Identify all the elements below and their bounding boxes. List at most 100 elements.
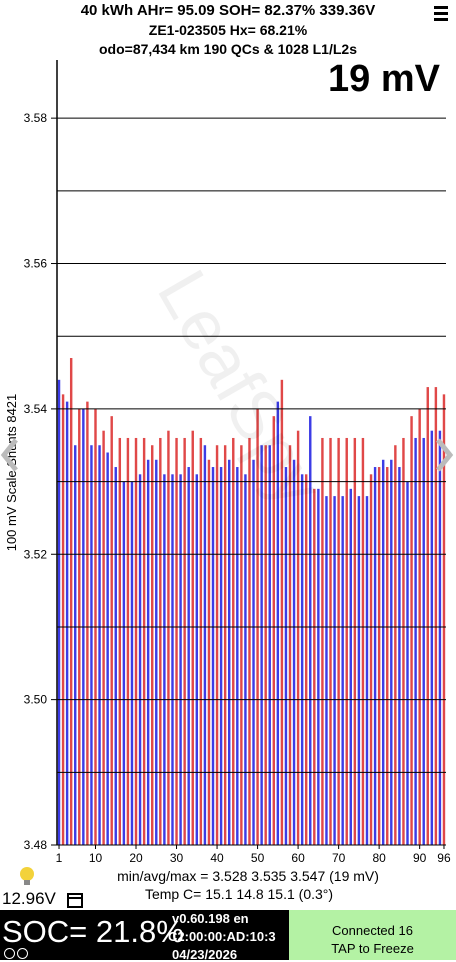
freeze-button[interactable]: Connected 16 TAP to Freeze: [289, 910, 456, 960]
bar: [191, 430, 194, 845]
bar: [163, 474, 166, 845]
bar: [280, 379, 284, 845]
nav-left: [0, 438, 18, 472]
bar: [304, 474, 308, 845]
bar: [183, 437, 186, 845]
bar: [207, 459, 211, 845]
bar: [215, 445, 219, 845]
bar: [321, 437, 324, 845]
x-tick-label: 1: [56, 851, 63, 865]
bar: [146, 459, 150, 845]
bar: [377, 467, 381, 845]
bar: [236, 467, 239, 845]
bar: [142, 437, 146, 845]
bar: [130, 481, 134, 845]
mac-address: C2:00:00:AD:10:3: [168, 929, 276, 944]
bar: [373, 467, 377, 845]
bar: [442, 394, 446, 845]
bar: [90, 445, 93, 845]
bar: [272, 416, 276, 845]
bar: [329, 437, 332, 845]
bar: [260, 445, 263, 845]
x-tick-label: 50: [251, 851, 265, 865]
x-tick-label: 60: [291, 851, 305, 865]
bar: [353, 437, 357, 845]
bar: [110, 416, 113, 845]
x-tick-label: 30: [170, 851, 184, 865]
x-tick-label: 70: [332, 851, 346, 865]
bar: [394, 445, 397, 845]
status-bar: SOC= 21.8% v0.60.198 en C2:00:00:AD:10:3…: [0, 910, 289, 962]
bar: [276, 401, 280, 845]
bar: [381, 459, 385, 845]
bar: [430, 430, 434, 845]
bar: [386, 467, 389, 845]
bulb-icon[interactable]: [17, 866, 37, 888]
bar: [199, 437, 203, 845]
bar: [325, 496, 328, 845]
y-tick-label: 3.52: [24, 547, 48, 561]
bar: [357, 496, 361, 845]
bar: [69, 358, 73, 845]
bar: [159, 437, 162, 845]
bar: [402, 437, 405, 845]
bar: [118, 437, 122, 845]
y-axis-label: 100 mV Scale Shunts 8421: [4, 394, 19, 552]
bar: [98, 445, 101, 845]
bar: [288, 445, 292, 845]
bar: [122, 481, 126, 845]
header-line: ZE1-023505 Hx= 68.21%: [148, 22, 308, 38]
bar: [61, 394, 65, 845]
bar: [268, 445, 271, 845]
bar: [151, 445, 154, 845]
y-tick-label: 3.48: [24, 838, 48, 852]
x-tick-label: 40: [210, 851, 224, 865]
calendar-icon[interactable]: [66, 891, 84, 909]
bar: [398, 467, 401, 845]
bar: [240, 445, 243, 845]
bar: [349, 488, 352, 845]
bar: [390, 459, 393, 845]
bar: [74, 445, 77, 845]
bar: [244, 474, 247, 845]
bar: [341, 496, 344, 845]
bar: [422, 437, 425, 845]
soc: SOC= 21.8%: [2, 914, 184, 949]
min-avg-max: min/avg/max = 3.528 3.535 3.547 (19 mV): [117, 868, 379, 884]
bar: [300, 474, 304, 845]
bar: [434, 387, 438, 845]
bar: [203, 445, 207, 845]
bar: [264, 445, 267, 845]
connection-status: Connected 16: [332, 923, 413, 938]
bar: [345, 437, 348, 845]
bar: [232, 437, 235, 845]
bar: [438, 430, 442, 845]
bar: [106, 452, 109, 845]
bar: [57, 379, 61, 845]
spread-value: 19 mV: [328, 58, 440, 100]
x-tick-label: 10: [89, 851, 103, 865]
bar: [223, 445, 227, 845]
bar: [114, 467, 117, 845]
bar: [333, 496, 336, 845]
bar: [134, 437, 138, 845]
bar: [175, 437, 178, 845]
x-tick-label: 96: [437, 851, 451, 865]
chart[interactable]: 3.48 3.50 3.52 3.54 3.56 3.58 1 10 20 30 40 50 60 70 8…: [0, 0, 456, 880]
bar: [410, 416, 413, 845]
bar: [313, 488, 316, 845]
bar: [252, 459, 255, 845]
bar: [195, 474, 199, 845]
menu-button[interactable]: [434, 6, 448, 21]
bar: [248, 437, 251, 845]
aux-voltage: 12.96V: [2, 889, 56, 908]
bar: [369, 474, 373, 845]
bar: [179, 474, 182, 845]
bar: [65, 401, 69, 845]
y-tick-label: 3.54: [24, 402, 48, 416]
bar: [296, 430, 300, 845]
version: v0.60.198 en: [172, 911, 249, 926]
bar: [126, 437, 130, 845]
bar: [219, 467, 223, 845]
